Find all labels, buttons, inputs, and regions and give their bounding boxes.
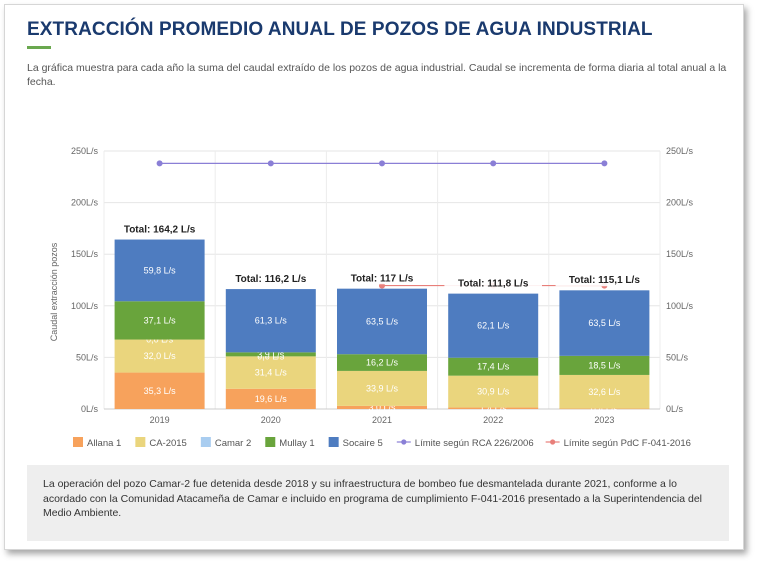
legend-item-label: Mullay 1 bbox=[279, 438, 314, 449]
bar-data-label: 19,6 L/s bbox=[255, 394, 288, 404]
total-label-bg bbox=[338, 270, 426, 285]
limit-line-point bbox=[490, 160, 497, 167]
y-tick-label-right: 150L/s bbox=[666, 249, 694, 259]
y-tick-label-right: 0L/s bbox=[666, 404, 684, 414]
total-label: Total: 111,8 L/s bbox=[458, 279, 529, 290]
bar-segment-socaire-5 bbox=[448, 293, 539, 358]
legend-item-label: Camar 2 bbox=[215, 438, 251, 449]
x-tick-label: 2019 bbox=[150, 415, 170, 425]
page-title: EXTRACCIÓN PROMEDIO ANUAL DE POZOS DE AG… bbox=[27, 19, 653, 40]
total-label: Total: 115,1 L/s bbox=[569, 275, 640, 286]
info-note: La operación del pozo Camar-2 fue deteni… bbox=[27, 465, 729, 541]
total-label: Total: 164,2 L/s bbox=[124, 225, 196, 236]
total-label-bg bbox=[110, 221, 209, 236]
bar-segment-ca-2015 bbox=[114, 339, 205, 373]
bar-segment-allana-1 bbox=[337, 405, 427, 409]
legend-swatch bbox=[265, 437, 276, 447]
total-label: Total: 116,2 L/s bbox=[235, 274, 306, 285]
bar-data-label: 63,5 L/s bbox=[588, 318, 621, 328]
y-tick-label-left: 0L/s bbox=[81, 404, 99, 414]
legend-line-marker bbox=[550, 439, 556, 445]
bar-segment-ca-2015 bbox=[225, 356, 316, 389]
y-tick-label-left: 150L/s bbox=[71, 249, 99, 259]
bar-data-label: 33,9 L/s bbox=[366, 383, 399, 393]
bar-data-label: 31,4 L/s bbox=[255, 368, 288, 378]
title-underline bbox=[27, 46, 51, 49]
bar-segment-ca-2015 bbox=[448, 375, 539, 408]
x-tick-label: 2020 bbox=[261, 415, 281, 425]
y-tick-label-right: 200L/s bbox=[666, 198, 694, 208]
limit-line-point bbox=[379, 160, 385, 167]
limit-line-point bbox=[156, 160, 163, 167]
y-axis-label: Caudal extracción pozos bbox=[49, 242, 59, 341]
limit-line-point bbox=[267, 160, 274, 167]
x-tick-label: 2023 bbox=[594, 415, 614, 425]
bar-segment-mullay-1 bbox=[114, 301, 205, 340]
legend-swatch bbox=[73, 437, 83, 447]
y-tick-label-right: 250L/s bbox=[666, 146, 694, 156]
bar-data-label: 1,4 L/s bbox=[480, 403, 508, 413]
bar-data-label: 35,3 L/s bbox=[144, 386, 177, 396]
total-label: Total: 117 L/s bbox=[351, 273, 414, 284]
bar-segment-mullay-1 bbox=[225, 352, 316, 357]
limit-line-point bbox=[601, 160, 608, 167]
stacked-bar-chart: 0L/s 0L/s 50L/s 50L/s 100L/s 100L/s 150L/s 150L… bbox=[49, 146, 694, 449]
legend-item-label: Allana 1 bbox=[87, 438, 121, 449]
total-label-bg bbox=[222, 271, 320, 286]
bar-segment-allana-1 bbox=[114, 372, 205, 409]
chart-subtitle: La gráfica muestra para cada año la suma… bbox=[27, 62, 727, 88]
total-label-bg bbox=[555, 272, 654, 287]
bar-segment-mullay-1 bbox=[559, 355, 650, 375]
x-tick-label: 2021 bbox=[372, 415, 392, 425]
legend-swatch bbox=[200, 437, 211, 447]
y-tick-label-left: 200L/s bbox=[71, 198, 99, 208]
bar-data-label: 62,1 L/s bbox=[477, 321, 510, 331]
bar-segment-allana-1 bbox=[448, 407, 539, 409]
legend-item-label: Límite según PdC F-041-2016 bbox=[564, 438, 691, 449]
legend-item-label: Socaire 5 bbox=[343, 438, 383, 449]
legend-item-label: Límite según RCA 226/2006 bbox=[415, 438, 534, 449]
bar-data-label: 63,5 L/s bbox=[366, 316, 399, 326]
bar-segment-allana-1 bbox=[559, 408, 650, 410]
bar-data-label: 16,2 L/s bbox=[366, 358, 399, 368]
bar-data-label: 3,0 L/s bbox=[368, 402, 396, 412]
y-tick-label-left: 100L/s bbox=[71, 301, 99, 311]
chart-card: EXTRACCIÓN PROMEDIO ANUAL DE POZOS DE AG… bbox=[4, 4, 744, 550]
bar-data-label: 61,3 L/s bbox=[255, 316, 288, 326]
bar-segment-socaire-5 bbox=[114, 239, 205, 302]
bar-data-label: 37,1 L/s bbox=[144, 315, 177, 325]
x-tick-label: 2022 bbox=[483, 415, 503, 425]
legend-line-marker bbox=[401, 439, 407, 445]
bar-segment-mullay-1 bbox=[448, 357, 539, 376]
bar-data-label: 3,9 L/s bbox=[257, 349, 285, 359]
y-tick-label-right: 100L/s bbox=[666, 301, 694, 311]
bar-segment-mullay-1 bbox=[337, 354, 427, 371]
total-label-bg bbox=[444, 275, 542, 290]
legend-swatch bbox=[135, 437, 146, 447]
bar-segment-socaire-5 bbox=[225, 289, 316, 353]
bar-data-label: 0,4 L/s bbox=[591, 404, 619, 414]
bar-segment-ca-2015 bbox=[559, 374, 650, 409]
bar-data-label: 18,5 L/s bbox=[588, 360, 621, 370]
bar-data-label: 30,9 L/s bbox=[477, 387, 510, 397]
y-tick-label-left: 50L/s bbox=[76, 352, 99, 362]
y-tick-label-right: 50L/s bbox=[666, 352, 689, 362]
legend-item-label: CA-2015 bbox=[149, 438, 187, 449]
y-tick-label-left: 250L/s bbox=[71, 146, 99, 156]
bar-data-label: 32,6 L/s bbox=[588, 387, 621, 397]
bar-data-label: 32,0 L/s bbox=[144, 351, 177, 361]
bar-segment-allana-1 bbox=[225, 388, 316, 409]
bar-segment-socaire-5 bbox=[337, 288, 427, 355]
legend-swatch bbox=[328, 437, 339, 447]
bar-data-label: 17,4 L/s bbox=[477, 362, 510, 372]
bar-segment-socaire-5 bbox=[559, 290, 650, 356]
bar-data-label: 59,8 L/s bbox=[144, 265, 177, 275]
bar-segment-ca-2015 bbox=[337, 370, 427, 406]
